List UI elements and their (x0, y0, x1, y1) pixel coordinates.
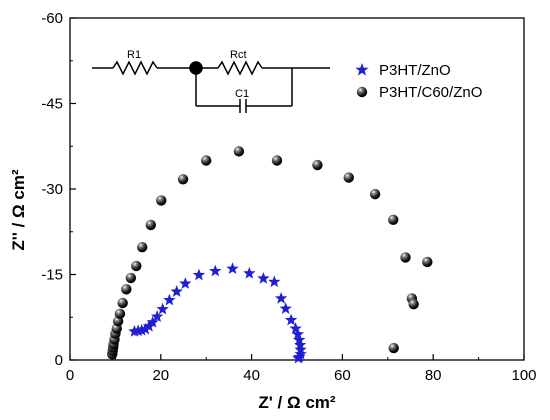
legend-star-marker (355, 63, 369, 76)
data-point-sphere (343, 172, 354, 183)
data-point-sphere (114, 308, 126, 320)
data-point-star (293, 333, 306, 346)
data-point-sphere (388, 214, 399, 225)
data-point-sphere (400, 252, 411, 263)
x-tick-label: 60 (334, 367, 351, 384)
data-point-sphere (136, 241, 148, 253)
x-tick-label: 20 (152, 367, 169, 384)
legend-sphere-marker (356, 86, 368, 98)
data-point-sphere (121, 284, 132, 295)
equivalent-circuit-diagram (92, 60, 330, 113)
x-tick-label: 0 (66, 367, 74, 384)
data-point-star (170, 285, 183, 297)
data-point-star (150, 310, 164, 322)
x-tick-label: 80 (425, 367, 442, 384)
data-point-star (142, 319, 156, 332)
data-point-sphere (125, 272, 137, 284)
rct-label: Rct (230, 49, 247, 61)
x-tick-label: 100 (511, 367, 536, 384)
c1-label: C1 (235, 88, 249, 100)
y-tick-label: 0 (55, 352, 63, 369)
data-point-sphere (422, 256, 433, 268)
y-axis-ticks: 0 -15 -30 -45 -60 (41, 10, 76, 369)
data-point-star (274, 291, 288, 304)
data-point-sphere (156, 195, 167, 206)
y-tick-label: -15 (41, 267, 63, 284)
data-point-star (243, 266, 256, 279)
data-point-sphere (177, 174, 189, 185)
series-2 (107, 146, 433, 360)
data-point-star (268, 275, 281, 288)
data-point-star (226, 262, 239, 275)
data-point-sphere (388, 342, 399, 354)
data-point-star (135, 323, 148, 336)
x-axis-label: Z' / Ω cm² (258, 393, 336, 412)
data-point-star (146, 315, 159, 328)
data-point-star (257, 271, 270, 284)
data-point-sphere (131, 260, 142, 272)
data-point-sphere (271, 155, 283, 166)
data-point-star (279, 302, 292, 314)
data-point-sphere (117, 297, 128, 309)
data-point-sphere (369, 188, 381, 200)
data-point-star (292, 351, 305, 364)
y-tick-label: -60 (41, 10, 63, 27)
x-axis-ticks: 0 20 40 60 80 100 (66, 354, 537, 384)
legend-label-series-2: P3HT/C60/ZnO (379, 84, 482, 101)
data-point-sphere (312, 159, 323, 171)
r1-label: R1 (127, 49, 141, 61)
data-series (107, 146, 433, 364)
resistor-rct (217, 60, 263, 76)
data-point-star (139, 322, 152, 335)
data-point-sphere (233, 146, 245, 157)
data-point-sphere (145, 219, 157, 231)
y-tick-label: -45 (41, 96, 63, 113)
legend: P3HT/ZnO P3HT/C60/ZnO (355, 62, 482, 101)
data-point-star (179, 277, 192, 289)
data-point-star (284, 313, 298, 326)
series-1 (128, 262, 307, 364)
data-point-star (192, 268, 206, 281)
data-point-star (156, 302, 169, 315)
y-axis-label: Z'' / Ω cm² (9, 169, 28, 251)
y-tick-label: -30 (41, 181, 63, 198)
legend-label-series-1: P3HT/ZnO (379, 62, 451, 79)
data-point-star (291, 327, 305, 340)
data-point-sphere (201, 155, 212, 166)
resistor-r1 (112, 60, 158, 76)
data-point-star (209, 264, 222, 277)
data-point-sphere (408, 298, 419, 310)
x-tick-label: 40 (243, 367, 260, 384)
data-point-star (294, 347, 307, 360)
data-point-star (163, 293, 176, 306)
data-point-star (289, 322, 302, 334)
